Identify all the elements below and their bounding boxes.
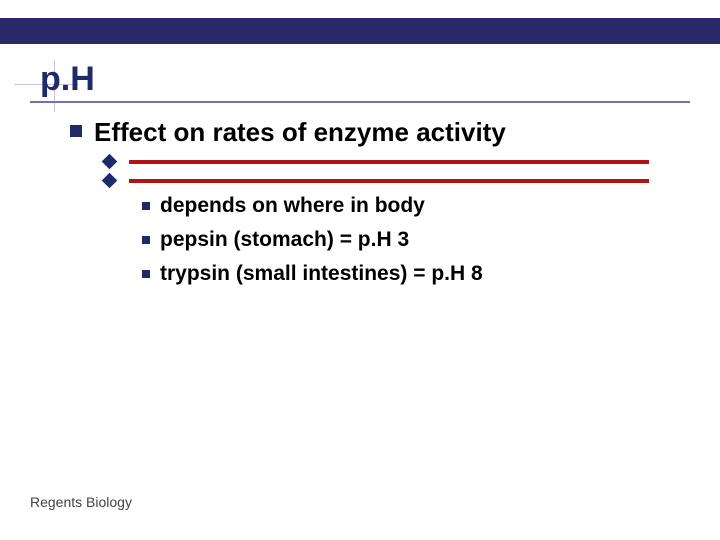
level2-blank-item: [104, 175, 690, 186]
square-bullet-small-icon: [142, 270, 150, 278]
level3-group: depends on where in body pepsin (stomach…: [142, 194, 690, 286]
slide-content: p.H Effect on rates of enzyme activity d…: [30, 60, 690, 296]
square-bullet-icon: [70, 125, 82, 137]
level1-text: Effect on rates of enzyme activity: [94, 117, 506, 148]
square-bullet-small-icon: [142, 202, 150, 210]
level3-text: depends on where in body: [160, 194, 425, 218]
level2-group: depends on where in body pepsin (stomach…: [104, 156, 690, 286]
level3-item: trypsin (small intestines) = p.H 8: [142, 262, 690, 286]
square-bullet-small-icon: [142, 236, 150, 244]
level1-item: Effect on rates of enzyme activity: [70, 117, 690, 148]
footer-text: Regents Biology: [30, 494, 132, 510]
diamond-bullet-icon: [102, 173, 118, 189]
level3-item: pepsin (stomach) = p.H 3: [142, 228, 690, 252]
slide-title: p.H: [30, 60, 690, 103]
level3-text: pepsin (stomach) = p.H 3: [160, 228, 409, 252]
level2-blank-item: [104, 156, 690, 167]
level3-item: depends on where in body: [142, 194, 690, 218]
top-bar: [0, 18, 720, 44]
diamond-bullet-icon: [102, 154, 118, 170]
blank-line: [129, 160, 649, 164]
main-list: Effect on rates of enzyme activity depen…: [70, 117, 690, 286]
blank-line: [129, 179, 649, 183]
level3-text: trypsin (small intestines) = p.H 8: [160, 262, 483, 286]
